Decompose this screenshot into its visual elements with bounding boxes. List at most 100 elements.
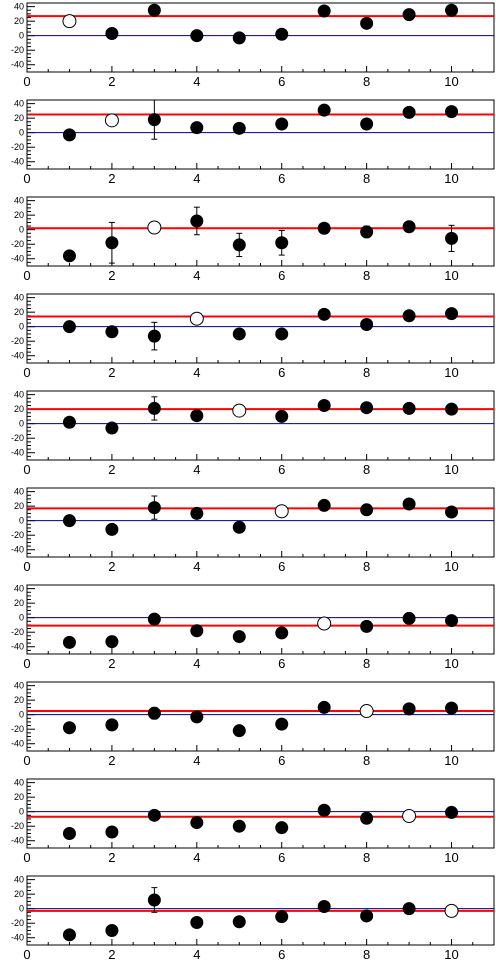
data-point [147, 808, 161, 822]
data-point [360, 909, 374, 923]
data-point [105, 923, 119, 937]
y-tick-label: -20 [11, 239, 24, 249]
data-point [275, 409, 289, 423]
plot-frame [26, 584, 495, 655]
data-point [402, 220, 416, 234]
data-point [147, 113, 161, 127]
data-point-open [274, 504, 289, 519]
x-tick-label: 4 [193, 850, 200, 865]
data-point [275, 236, 289, 250]
y-tick-label: 0 [19, 322, 24, 332]
x-tick-label: 10 [444, 947, 458, 962]
panel-6: -40 -20 0 20 40 0 2 4 6 8 10 [11, 487, 495, 574]
x-tick-label: 4 [193, 947, 200, 962]
data-point [317, 900, 331, 914]
plot-frame [26, 293, 495, 364]
data-point [275, 327, 289, 341]
data-point [445, 402, 459, 416]
data-point [62, 514, 76, 528]
y-tick-label: -20 [11, 724, 24, 734]
y-tick-label: -20 [11, 45, 24, 55]
data-point [317, 700, 331, 714]
data-point [232, 630, 246, 644]
data-point [105, 27, 119, 41]
panel-8: -40 -20 0 20 40 0 2 4 6 8 10 [11, 681, 495, 768]
y-tick-label: 0 [19, 419, 24, 429]
data-point [402, 401, 416, 415]
data-point [147, 893, 161, 907]
y-tick-label: 0 [19, 807, 24, 817]
data-point [105, 635, 119, 649]
data-point [62, 928, 76, 942]
data-point [360, 16, 374, 30]
plot-frame [26, 487, 495, 558]
data-point [62, 320, 76, 334]
y-tick-label: 0 [19, 613, 24, 623]
x-tick-label: 6 [278, 74, 285, 89]
y-tick-label: -40 [11, 448, 24, 458]
data-point [317, 498, 331, 512]
data-point [232, 121, 246, 135]
data-point-open [104, 113, 119, 128]
x-tick-label: 10 [444, 850, 458, 865]
y-tick-label: -40 [11, 642, 24, 652]
data-point [402, 8, 416, 22]
data-point [62, 128, 76, 142]
data-point [360, 117, 374, 131]
panel-7: -40 -20 0 20 40 0 2 4 6 8 10 [11, 584, 495, 671]
data-point [190, 816, 204, 830]
y-tick-label: -20 [11, 530, 24, 540]
x-tick-label: 0 [23, 171, 30, 186]
data-point [232, 915, 246, 929]
x-tick-label: 0 [23, 74, 30, 89]
x-tick-label: 0 [23, 365, 30, 380]
x-tick-label: 4 [193, 74, 200, 89]
x-tick-label: 2 [108, 268, 115, 283]
x-tick-label: 2 [108, 559, 115, 574]
data-point [445, 3, 459, 17]
x-tick-label: 10 [444, 171, 458, 186]
x-tick-label: 10 [444, 559, 458, 574]
x-tick-label: 4 [193, 559, 200, 574]
y-tick-label: -40 [11, 60, 24, 70]
x-tick-label: 4 [193, 365, 200, 380]
y-tick-label: 0 [19, 31, 24, 41]
x-tick-label: 2 [108, 753, 115, 768]
y-tick-label: 40 [14, 2, 24, 12]
x-tick-label: 6 [278, 365, 285, 380]
x-tick-label: 8 [363, 462, 370, 477]
x-tick-label: 6 [278, 268, 285, 283]
plot-frame [26, 681, 495, 752]
y-tick-label: -20 [11, 918, 24, 928]
x-tick-label: 8 [363, 559, 370, 574]
y-tick-label: 0 [19, 710, 24, 720]
plot-frame [26, 390, 495, 461]
data-point [275, 117, 289, 131]
y-tick-label: -40 [11, 157, 24, 167]
x-tick-label: 0 [23, 947, 30, 962]
x-tick-label: 2 [108, 462, 115, 477]
panel-2: -40 -20 0 20 40 0 2 4 6 8 10 [11, 99, 495, 186]
x-tick-label: 6 [278, 753, 285, 768]
data-point [445, 805, 459, 819]
x-tick-label: 8 [363, 268, 370, 283]
y-tick-label: 0 [19, 904, 24, 914]
y-tick-label: -20 [11, 821, 24, 831]
data-point [147, 401, 161, 415]
data-point-open [62, 14, 77, 29]
y-tick-label: 20 [14, 889, 24, 899]
plot-frame [26, 778, 495, 849]
x-tick-label: 10 [444, 365, 458, 380]
x-tick-label: 8 [363, 656, 370, 671]
data-point [360, 401, 374, 415]
data-point [445, 701, 459, 715]
x-tick-label: 2 [108, 171, 115, 186]
x-tick-label: 2 [108, 74, 115, 89]
x-tick-label: 0 [23, 462, 30, 477]
x-tick-label: 2 [108, 365, 115, 380]
data-point [190, 506, 204, 520]
plot-frame [26, 196, 495, 267]
x-tick-label: 0 [23, 753, 30, 768]
y-tick-label: -40 [11, 351, 24, 361]
x-tick-label: 8 [363, 753, 370, 768]
